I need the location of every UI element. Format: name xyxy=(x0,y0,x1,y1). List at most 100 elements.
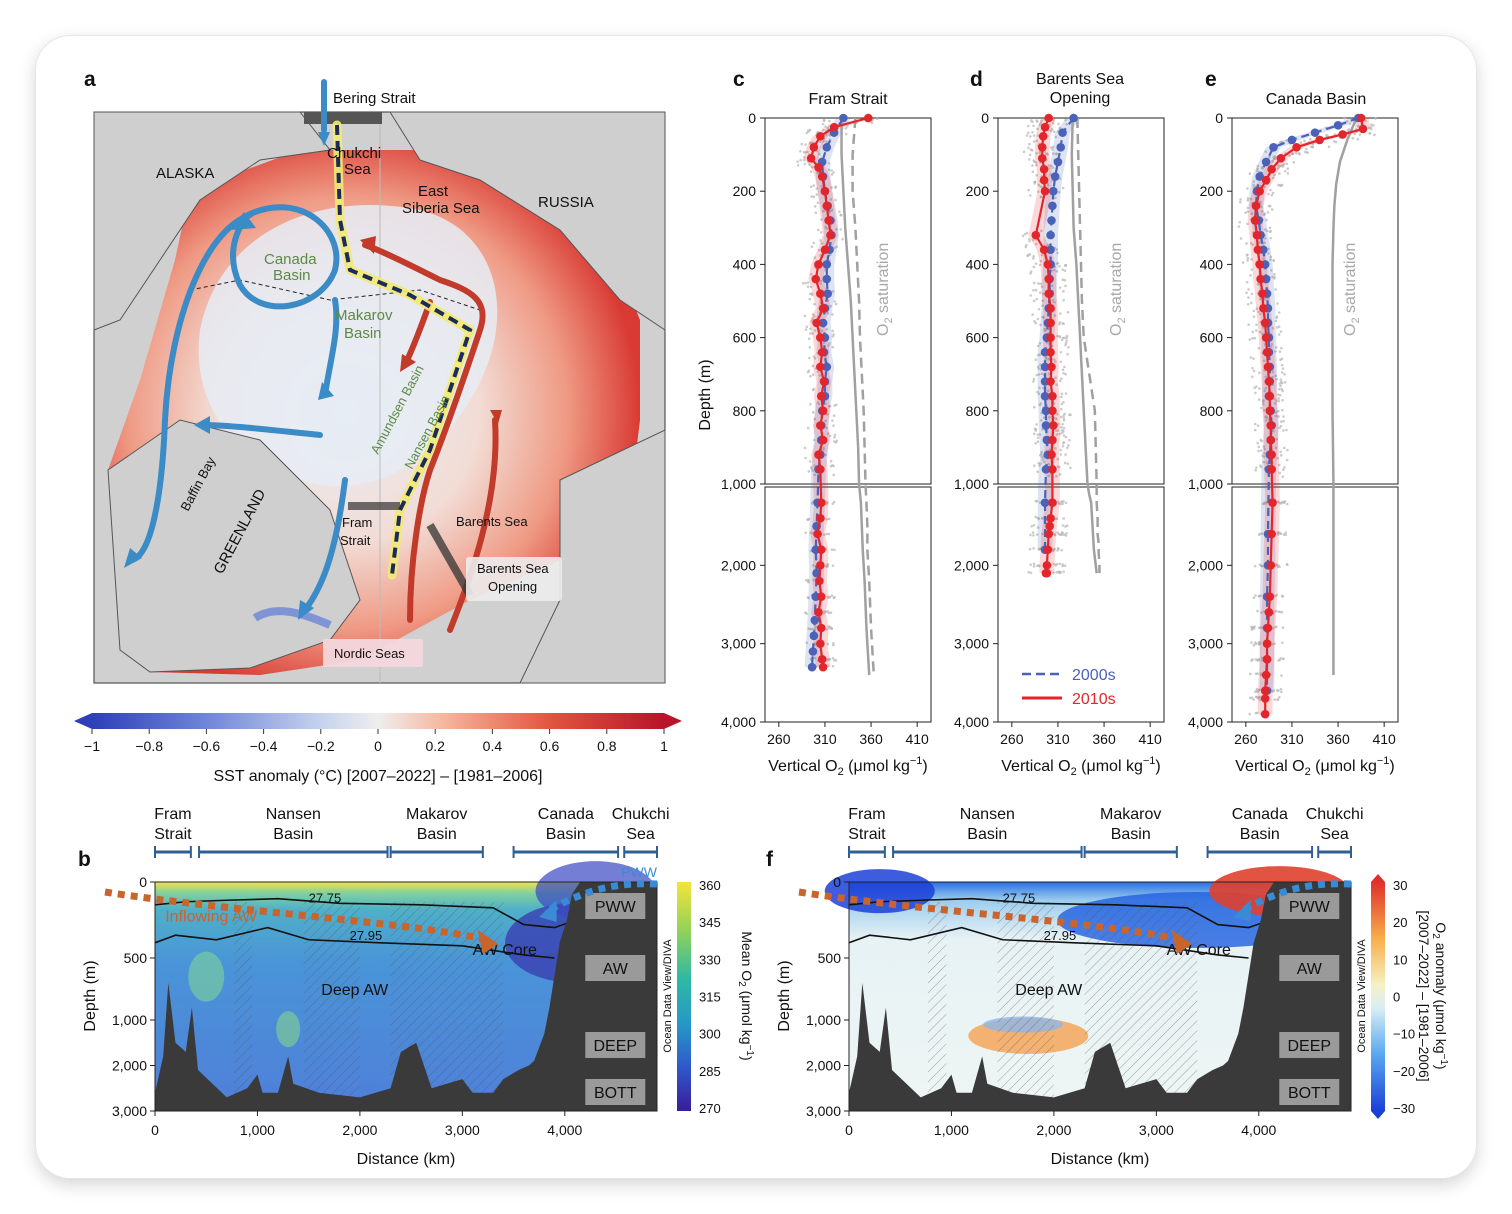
profile-obs-dot xyxy=(826,664,830,668)
profile-obs-dot xyxy=(1272,155,1275,159)
profile-obs-dot xyxy=(1054,429,1058,432)
profile-xlabel-sub: 2 xyxy=(838,766,844,778)
profile-obs-dot xyxy=(1025,231,1029,235)
profile-obs-dot xyxy=(1249,274,1252,277)
profile-obs-dot xyxy=(1047,389,1050,392)
profile-obs-dot xyxy=(822,341,826,345)
section-cb-tick-label: 360 xyxy=(699,878,721,893)
profile-obs-dot xyxy=(1277,311,1281,314)
sst-colorbar-right-tip xyxy=(664,713,682,729)
profile-obs-dot xyxy=(1038,464,1041,467)
profile-obs-dot xyxy=(1029,563,1033,567)
profile-obs-dot xyxy=(809,272,813,276)
profile-obs-dot xyxy=(1276,326,1279,329)
profile-obs-dot xyxy=(1246,206,1250,210)
profile-obs-dot xyxy=(1035,297,1039,301)
profile-obs-dot xyxy=(1271,191,1275,195)
profile-2000s-line xyxy=(1043,117,1075,550)
profile-2010s-point xyxy=(817,655,827,664)
profile-obs-dot xyxy=(1038,263,1042,267)
profile-obs-dot xyxy=(822,612,826,615)
water-mass-label: PWW xyxy=(595,899,637,916)
profile-obs-dot xyxy=(1061,278,1065,282)
section-cb-label-unit: anomaly (μmol kg xyxy=(1433,939,1449,1054)
profile-obs-dot xyxy=(1288,153,1291,157)
profile-obs-dot xyxy=(1036,436,1040,440)
profile-obs-dot xyxy=(1053,314,1057,317)
profile-obs-dot xyxy=(1040,450,1043,454)
profile-2000s-point xyxy=(822,274,832,284)
profile-obs-dot xyxy=(1280,690,1283,694)
profile-ytick-label: 3,000 xyxy=(954,636,989,652)
profile-obs-dot xyxy=(809,285,813,289)
profile-obs-dot xyxy=(1247,288,1250,291)
profile-obs-dot xyxy=(1282,446,1286,450)
profile-obs-dot xyxy=(822,128,825,132)
water-mass-label: BOTT xyxy=(594,1085,637,1102)
profile-obs-dot xyxy=(1278,565,1281,568)
profile-2010s-point xyxy=(1255,186,1264,196)
panel-letter-a: a xyxy=(84,68,96,91)
profile-obs-dot xyxy=(830,627,834,630)
inflowing-aw-label: Inflowing AW xyxy=(165,909,258,926)
profile-obs-dot xyxy=(1303,150,1307,154)
profile-obs-dot xyxy=(1030,149,1034,152)
profile-obs-dot xyxy=(1061,524,1065,527)
profile-obs-dot xyxy=(813,643,817,646)
profile-obs-dot xyxy=(1256,690,1260,694)
profile-2010s-point xyxy=(1356,113,1366,123)
profile-obs-dot xyxy=(1279,424,1283,428)
profile-obs-dot xyxy=(1039,419,1043,422)
profile-obs-dot xyxy=(1250,696,1254,700)
profile-obs-dot xyxy=(1258,532,1262,536)
profile-obs-dot xyxy=(1278,658,1282,662)
profile-obs-dot xyxy=(1047,474,1050,478)
profile-obs-dot xyxy=(1061,531,1064,535)
profile-obs-dot xyxy=(834,198,837,202)
region-label-1: Nansen xyxy=(266,806,321,823)
profile-2010s-point xyxy=(1049,421,1058,430)
label-bso-1: Barents Sea xyxy=(477,561,549,576)
profile-obs-dot xyxy=(1282,162,1286,166)
profile-obs-dot xyxy=(1040,253,1044,257)
profile-2010s-point xyxy=(1262,655,1272,664)
profile-obs-dot xyxy=(1034,288,1038,292)
profile-obs-dot xyxy=(1257,282,1261,286)
profile-ylabel: Depth (m) xyxy=(697,359,714,430)
profile-obs-dot xyxy=(1262,213,1266,217)
profile-obs-dot xyxy=(1067,444,1070,447)
profile-obs-dot xyxy=(1269,229,1272,233)
section-cb-label-end: ) xyxy=(739,1056,755,1061)
profile-obs-dot xyxy=(1065,531,1068,535)
profile-obs-dot xyxy=(1032,377,1036,381)
region-label-2: Basin xyxy=(1111,826,1151,843)
profile-obs-dot xyxy=(1040,119,1043,123)
profile-obs-dot xyxy=(1034,242,1038,246)
profile-obs-dot xyxy=(1273,272,1276,276)
profile-obs-dot xyxy=(1249,356,1253,359)
profile-2000s-point xyxy=(822,142,832,152)
profile-obs-dot xyxy=(1038,386,1041,390)
profile-saturation-sub: 2 xyxy=(883,317,895,323)
profile-obs-dot xyxy=(831,329,835,333)
profile-2010s-point xyxy=(813,529,822,539)
profile-obs-dot xyxy=(1282,429,1285,432)
section-ytick-label: 3,000 xyxy=(806,1103,841,1119)
profile-obs-dot xyxy=(1066,310,1070,314)
profile-obs-dot xyxy=(839,214,843,217)
profile-obs-dot xyxy=(1062,517,1066,520)
profile-obs-dot xyxy=(1276,167,1280,170)
bering-strait-box xyxy=(304,112,382,124)
profile-obs-dot xyxy=(1027,158,1031,161)
profile-obs-dot xyxy=(1327,145,1331,149)
profile-obs-dot xyxy=(1258,297,1262,301)
profile-2000s-point xyxy=(1287,135,1297,145)
profile-obs-dot xyxy=(1264,415,1268,418)
profile-2000s-point xyxy=(1040,391,1050,401)
profile-obs-dot xyxy=(1054,152,1058,156)
profile-obs-dot xyxy=(1058,432,1062,436)
profile-obs-dot xyxy=(829,611,833,614)
profile-obs-dot xyxy=(826,311,830,315)
profile-obs-dot xyxy=(828,342,831,345)
profile-xtick-label: 360 xyxy=(1326,731,1350,747)
